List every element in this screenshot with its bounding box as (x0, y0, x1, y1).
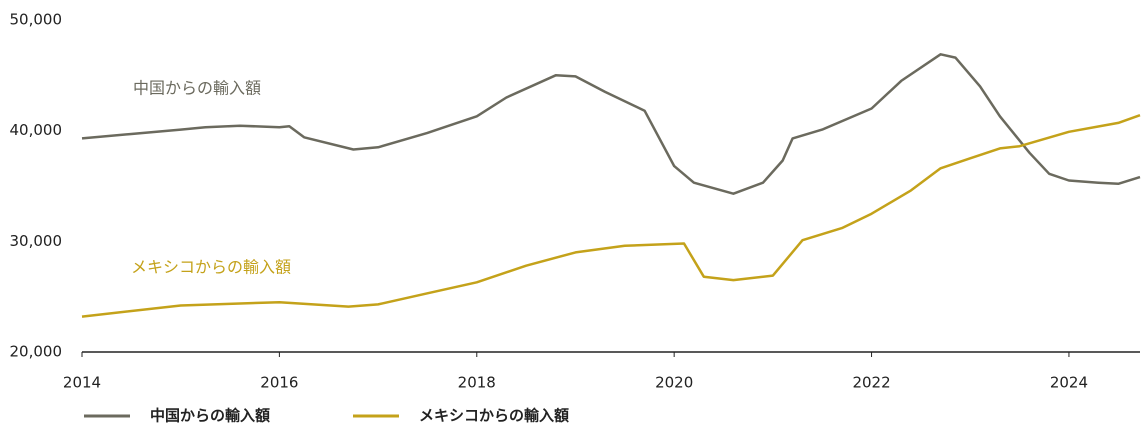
annotation: メキシコからの輸入額 (131, 258, 291, 277)
x-tick-label: 2022 (852, 374, 890, 392)
legend-label: メキシコからの輸入額 (419, 407, 569, 425)
legend-label: 中国からの輸入額 (150, 407, 270, 425)
x-tick-label: 2016 (260, 374, 298, 392)
y-tick-label: 30,000 (10, 232, 63, 250)
y-tick-label: 50,000 (10, 11, 63, 29)
series-line (81, 114, 1141, 318)
x-tick-label: 2020 (655, 374, 693, 392)
annotation: 中国からの輸入額 (133, 79, 261, 98)
y-tick-label: 40,000 (10, 121, 63, 139)
x-tick-label: 2014 (63, 374, 101, 392)
series-line (81, 53, 1141, 195)
x-tick-label: 2018 (458, 374, 496, 392)
y-tick-label: 20,000 (10, 343, 63, 361)
x-tick-label: 2024 (1050, 374, 1088, 392)
